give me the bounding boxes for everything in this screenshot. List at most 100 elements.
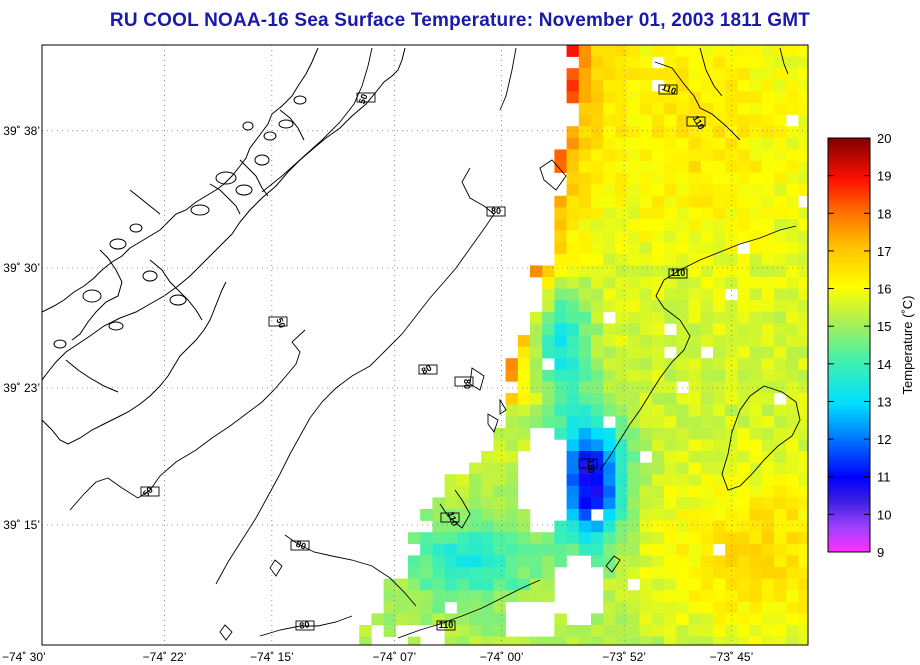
sst-pixel <box>713 300 726 313</box>
sst-pixel <box>603 636 616 645</box>
sst-pixel <box>700 625 714 637</box>
sst-pixel <box>688 404 702 417</box>
sst-pixel <box>761 439 775 452</box>
sst-pixel <box>786 416 799 429</box>
sst-pixel <box>578 149 592 162</box>
sst-pixel <box>676 427 689 440</box>
sst-pixel <box>469 625 482 637</box>
sst-pixel <box>798 497 808 510</box>
sst-pixel <box>554 532 567 545</box>
sst-pixel <box>676 300 689 313</box>
sst-pixel <box>749 601 763 614</box>
sst-pixel <box>798 79 808 92</box>
coastline-segment <box>149 259 203 321</box>
sst-pixel <box>749 265 763 278</box>
sst-pixel <box>664 79 677 92</box>
sst-pixel <box>615 509 628 521</box>
contour-label: 110 <box>439 620 454 630</box>
sst-pixel <box>676 253 689 266</box>
sst-pixel <box>542 346 555 359</box>
sst-pixel <box>603 126 616 139</box>
sst-pixel <box>761 509 775 521</box>
sst-pixel <box>700 335 714 347</box>
sst-pixel <box>652 601 665 614</box>
sst-pixel <box>774 91 787 104</box>
sst-pixel <box>603 590 616 603</box>
sst-pixel <box>420 578 433 591</box>
sst-pixel <box>749 323 763 336</box>
sst-pixel <box>737 68 750 81</box>
sst-pixel <box>798 253 808 266</box>
sst-pixel <box>700 520 714 533</box>
depth-contour <box>469 367 485 391</box>
sst-pixel <box>761 161 775 173</box>
sst-pixel <box>578 195 592 208</box>
sst-pixel <box>688 242 702 255</box>
sst-pixel <box>664 590 677 603</box>
sst-pixel <box>700 114 714 127</box>
sst-pixel <box>786 427 799 440</box>
sst-pixel <box>432 590 445 603</box>
sst-pixel <box>786 126 799 139</box>
sst-pixel <box>566 393 580 405</box>
sst-pixel <box>566 242 580 255</box>
sst-pixel <box>798 590 808 603</box>
sst-pixel <box>798 230 808 243</box>
sst-pixel <box>639 532 653 545</box>
sst-pixel <box>639 172 653 185</box>
sst-pixel <box>786 613 799 626</box>
sst-pixel <box>761 253 775 266</box>
sst-pixel <box>603 103 616 115</box>
sst-pixel <box>627 393 641 405</box>
sst-pixel <box>737 172 750 185</box>
sst-pixel <box>542 369 555 382</box>
sst-pixel <box>786 636 799 645</box>
marsh-island <box>293 95 307 105</box>
sst-pixel <box>505 485 519 498</box>
sst-pixel <box>591 253 604 266</box>
contour-label: 80 <box>295 539 308 552</box>
sst-pixel <box>664 114 677 127</box>
colorbar-tick-label: 19 <box>877 169 891 184</box>
sst-pixel <box>761 555 775 568</box>
sst-pixel <box>737 439 750 452</box>
sst-pixel <box>530 636 543 645</box>
sst-pixel <box>713 485 726 498</box>
sst-pixel <box>456 555 470 568</box>
sst-pixel <box>578 114 592 127</box>
sst-pixel <box>676 509 689 521</box>
depth-contour <box>654 61 741 141</box>
sst-pixel <box>603 509 616 521</box>
sst-pixel <box>700 369 714 382</box>
sst-pixel <box>761 207 775 220</box>
sst-pixel <box>786 520 799 533</box>
sst-pixel <box>493 636 506 645</box>
sst-pixel <box>627 137 641 150</box>
sst-pixel <box>627 543 641 556</box>
sst-pixel <box>615 68 628 81</box>
sst-pixel <box>725 277 738 289</box>
sst-pixel <box>652 451 665 463</box>
sst-pixel <box>444 485 458 498</box>
sst-pixel <box>761 137 775 150</box>
sst-pixel <box>627 381 641 394</box>
sst-pixel <box>481 520 494 533</box>
sst-pixel <box>737 520 750 533</box>
sst-pixel <box>737 346 750 359</box>
contour-label-box <box>486 206 506 217</box>
sst-pixel <box>566 474 580 487</box>
sst-pixel <box>749 172 763 185</box>
sst-pixel <box>676 242 689 255</box>
sst-pixel <box>627 161 641 173</box>
sst-pixel <box>603 369 616 382</box>
sst-pixel <box>688 253 702 266</box>
sst-pixel <box>749 485 763 498</box>
sst-pixel <box>530 335 543 347</box>
sst-pixel <box>688 79 702 92</box>
sst-pixel <box>774 485 787 498</box>
sst-pixel <box>737 416 750 429</box>
sst-pixel <box>737 532 750 545</box>
sst-pixel <box>603 323 616 336</box>
sst-pixel <box>676 323 689 336</box>
sst-pixel <box>627 56 641 69</box>
